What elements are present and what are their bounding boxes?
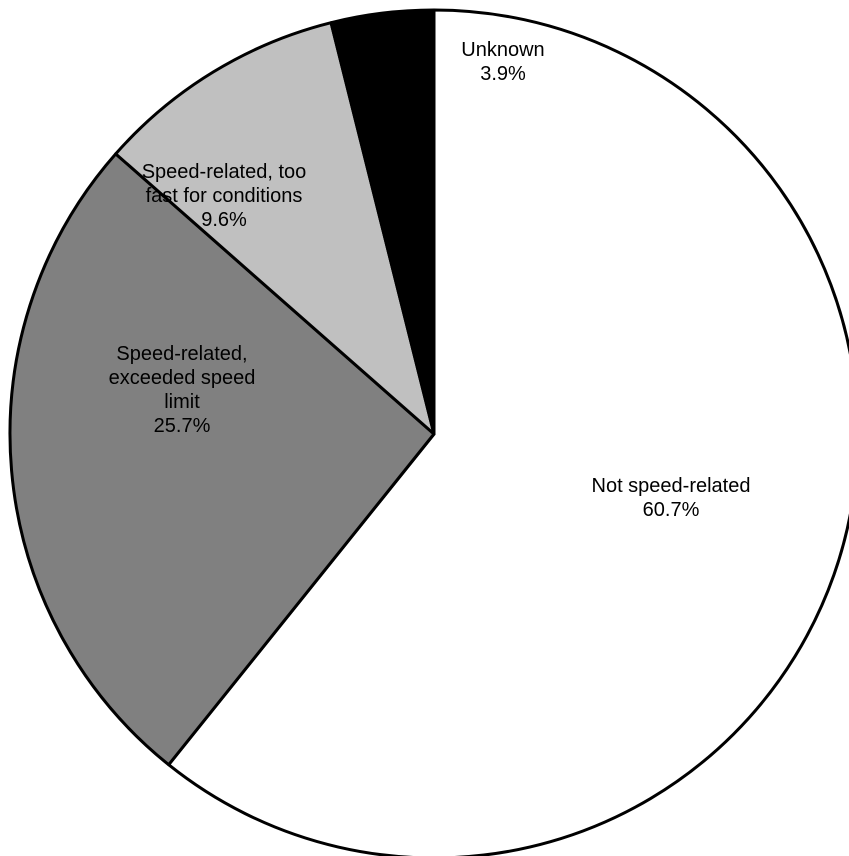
pie-slice-label-line: Speed-related, xyxy=(116,343,247,365)
pie-slice-2 xyxy=(8,152,436,767)
pie-slice-label-line: 9.6% xyxy=(201,209,247,231)
pie-slice-label-line: 25.7% xyxy=(154,415,211,437)
pie-slice-1 xyxy=(167,8,849,856)
pie-slice-label-line: Unknown xyxy=(461,39,544,61)
pie-slice-label-line: Speed-related, too xyxy=(142,161,307,183)
pie-slice-4 xyxy=(329,8,436,436)
pie-slice-label-2: Speed-related, exceeded speed limit 25.7% xyxy=(109,343,256,437)
pie-slice-label-3: Speed-related, too fast for conditions 9.6… xyxy=(142,161,307,231)
pie-slice-label-line: Not speed-related xyxy=(592,475,751,497)
pie-slice-3 xyxy=(114,21,436,436)
pie-labels: Not speed-related 60.7% Speed-related, exce… xyxy=(109,39,751,521)
pie-slice-label-line: exceeded speed xyxy=(109,367,256,389)
pie-slice-label-4: Unknown 3.9% xyxy=(461,39,544,85)
pie-slice-label-line: limit xyxy=(164,391,200,413)
pie-slices xyxy=(8,8,849,856)
pie-slice-label-line: 60.7% xyxy=(643,499,700,521)
pie-slice-label-1: Not speed-related 60.7% xyxy=(592,475,751,521)
pie-slice-label-line: fast for conditions xyxy=(146,185,303,207)
pie-slice-label-line: 3.9% xyxy=(480,63,526,85)
